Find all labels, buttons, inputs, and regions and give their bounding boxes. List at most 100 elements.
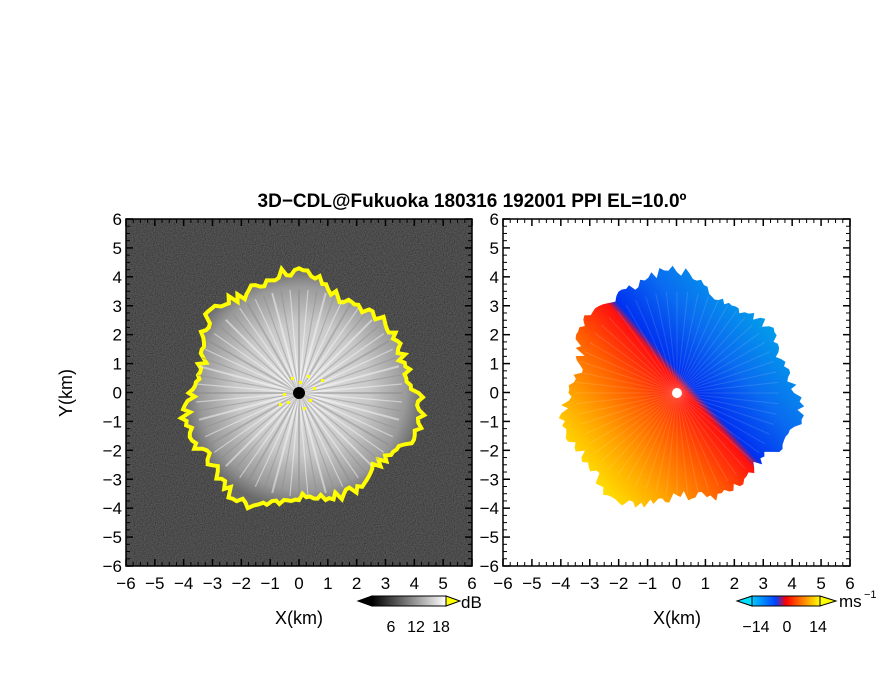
doppler-velocity-echo xyxy=(558,265,805,508)
velocity-streak xyxy=(577,392,678,415)
beam-streak xyxy=(298,392,390,446)
left-ytick-label: −1 xyxy=(103,412,122,431)
velocity-streak xyxy=(601,392,678,462)
yellow-spot xyxy=(291,377,294,380)
velocity-streak xyxy=(635,392,678,486)
beam-streak xyxy=(298,392,366,473)
beam-streak xyxy=(298,383,403,394)
velocity-streak xyxy=(676,392,770,435)
velocity-streak xyxy=(676,341,766,394)
velocity-streak xyxy=(594,332,678,394)
beam-streak xyxy=(271,292,300,394)
yellow-spot xyxy=(283,393,286,396)
right-ytick-label: 5 xyxy=(490,239,499,258)
velocity-streak xyxy=(576,392,678,405)
right-ytick-label: −5 xyxy=(480,528,499,547)
velocity-streak xyxy=(655,293,678,394)
beam-streak xyxy=(225,392,300,467)
beam-streak xyxy=(289,392,300,497)
beam-streak xyxy=(232,313,300,394)
velocity-streak xyxy=(580,392,678,425)
beam-streak xyxy=(289,289,300,394)
beam-streak xyxy=(298,333,385,394)
right-colorbar-unit: ms xyxy=(839,592,862,611)
velocity-streak xyxy=(584,392,678,435)
left-x-axis-label: X(km) xyxy=(275,608,323,628)
left-ytick-label: 5 xyxy=(113,239,122,258)
right-colorbar-unit-exponent: −1 xyxy=(864,589,877,601)
beam-streak xyxy=(219,392,300,460)
velocity-streak xyxy=(676,392,777,415)
velocity-streak xyxy=(580,361,678,394)
velocity-streak xyxy=(676,392,778,405)
colorbar-tick-minus14: −14 xyxy=(742,619,769,636)
right-xtick-label: −4 xyxy=(551,574,570,593)
left-ytick-label: −2 xyxy=(103,441,122,460)
beam-streak xyxy=(298,292,327,394)
velocity-streak xyxy=(588,341,678,394)
beam-streak xyxy=(271,392,300,494)
beam-streak xyxy=(195,383,300,394)
yellow-spot xyxy=(321,379,324,382)
right-xtick-label: 0 xyxy=(672,574,681,593)
velocity-streak xyxy=(676,296,709,394)
velocity-streak xyxy=(676,310,738,394)
colorbar-left-ramp xyxy=(371,595,447,607)
right-ytick-label: −1 xyxy=(480,412,499,431)
right-ytick-label: 2 xyxy=(490,326,499,345)
right-ytick-label: 4 xyxy=(490,268,499,287)
right-ytick-label: −6 xyxy=(480,557,499,576)
beam-streak xyxy=(298,392,400,421)
velocity-streak xyxy=(676,392,746,469)
beam-streak xyxy=(298,326,379,394)
beam-streak xyxy=(298,302,352,394)
right-ytick-label: 3 xyxy=(490,297,499,316)
velocity-streak xyxy=(676,324,753,394)
beam-streak xyxy=(208,340,300,394)
velocity-streak xyxy=(625,304,678,394)
velocity-streak xyxy=(676,392,689,494)
left-ytick-label: 0 xyxy=(113,384,122,403)
beam-streak xyxy=(204,392,300,438)
right-x-axis-label: X(km) xyxy=(653,608,701,628)
beam-streak xyxy=(298,291,318,394)
y-axis-label: Y(km) xyxy=(56,369,76,417)
right-xtick-label: 3 xyxy=(759,574,768,593)
right-xtick-label: −6 xyxy=(493,574,512,593)
right-xtick-label: 1 xyxy=(701,574,710,593)
velocity-streak xyxy=(676,332,760,394)
left-xtick-label: −2 xyxy=(232,574,251,593)
velocity-streak xyxy=(676,292,689,394)
beam-streak xyxy=(298,392,394,438)
right-ytick-label: −2 xyxy=(480,441,499,460)
beam-streak xyxy=(298,392,352,484)
colorbar-under-arrow xyxy=(356,595,373,607)
left-xtick-label: 3 xyxy=(381,574,390,593)
left-ytick-label: 1 xyxy=(113,355,122,374)
beam-streak xyxy=(225,319,300,394)
left-ytick-label: 3 xyxy=(113,297,122,316)
beam-streak xyxy=(197,374,300,394)
yellow-spot xyxy=(299,381,302,384)
left-ytick-label: −4 xyxy=(103,499,122,518)
velocity-streak xyxy=(676,392,729,482)
yellow-spot xyxy=(309,399,312,402)
colorbar-over-arrow xyxy=(445,595,462,607)
velocity-streak xyxy=(601,324,678,394)
velocity-streak xyxy=(676,381,778,394)
left-ytick-label: −5 xyxy=(103,528,122,547)
beam-streak xyxy=(246,302,300,394)
left-xtick-label: 1 xyxy=(323,574,332,593)
velocity-streak xyxy=(588,392,678,445)
velocity-streak xyxy=(577,371,678,394)
colorbar-tick-0: 0 xyxy=(783,619,792,636)
velocity-streak xyxy=(676,361,774,394)
velocity-streak xyxy=(625,392,678,482)
beam-streak xyxy=(232,392,300,473)
left-xtick-label: 0 xyxy=(294,574,303,593)
velocity-streak xyxy=(616,392,678,476)
left-xtick-label: 2 xyxy=(352,574,361,593)
left-ytick-label: −6 xyxy=(103,557,122,576)
